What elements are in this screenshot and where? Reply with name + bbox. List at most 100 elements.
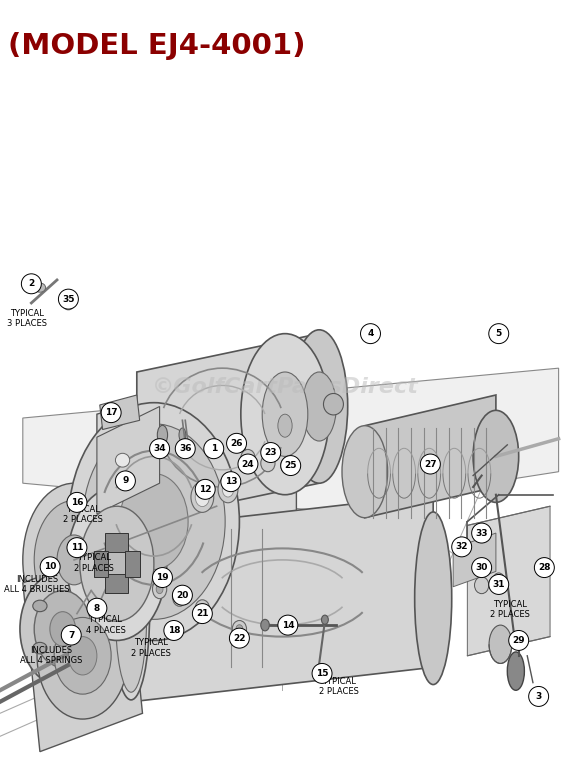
Text: 12: 12 [199,485,211,494]
Polygon shape [94,551,108,577]
Circle shape [421,454,441,474]
Ellipse shape [50,611,75,646]
Ellipse shape [176,592,183,601]
Circle shape [173,585,193,605]
Circle shape [193,604,212,624]
Ellipse shape [261,619,270,630]
Text: 13: 13 [225,477,237,486]
Text: TYPICAL
2 PLACES: TYPICAL 2 PLACES [74,553,114,573]
Ellipse shape [302,372,336,441]
Ellipse shape [112,528,149,700]
Ellipse shape [199,604,206,612]
Text: 29: 29 [512,636,525,645]
Circle shape [278,615,298,635]
Ellipse shape [262,372,308,456]
Ellipse shape [321,615,328,624]
Circle shape [221,472,241,492]
Text: 20: 20 [176,591,189,600]
Text: 34: 34 [153,444,166,453]
Ellipse shape [195,488,210,507]
Circle shape [226,433,246,453]
Circle shape [471,523,491,543]
Ellipse shape [156,584,163,594]
Text: 10: 10 [44,562,56,571]
Ellipse shape [37,592,128,719]
Text: 4: 4 [367,329,374,338]
Ellipse shape [34,500,114,620]
Circle shape [260,443,281,463]
Text: TYPICAL
4 PLACES: TYPICAL 4 PLACES [86,615,125,635]
Circle shape [280,456,301,476]
Text: TYPICAL
2 PLACES: TYPICAL 2 PLACES [131,638,171,658]
Text: 32: 32 [455,542,468,551]
Ellipse shape [23,483,125,637]
Ellipse shape [236,624,243,633]
Circle shape [164,621,184,640]
Polygon shape [365,395,496,518]
Text: ©GolfCartPartsDirect: ©GolfCartPartsDirect [152,377,418,397]
Ellipse shape [218,476,238,503]
Ellipse shape [83,423,225,620]
Text: 14: 14 [282,621,294,630]
Circle shape [115,471,136,491]
Circle shape [149,439,170,459]
Circle shape [535,558,555,578]
Circle shape [452,537,472,557]
Text: 26: 26 [230,439,243,448]
Ellipse shape [414,512,451,684]
Ellipse shape [324,393,343,415]
Text: 1: 1 [211,444,217,453]
Ellipse shape [54,617,111,694]
Ellipse shape [489,625,512,663]
Text: 23: 23 [264,448,277,457]
Circle shape [195,479,215,499]
Ellipse shape [34,283,46,292]
Ellipse shape [68,637,97,675]
Text: 19: 19 [156,573,169,582]
Circle shape [488,574,509,594]
Text: 24: 24 [242,459,254,469]
Text: 30: 30 [475,563,488,572]
Circle shape [153,568,172,588]
Text: 35: 35 [62,295,75,304]
Ellipse shape [67,487,166,640]
Ellipse shape [474,577,489,594]
Polygon shape [97,353,296,660]
Ellipse shape [342,426,388,518]
Text: 33: 33 [475,528,488,538]
Text: 7: 7 [68,630,75,640]
Circle shape [67,492,87,512]
Polygon shape [23,368,559,510]
Ellipse shape [195,600,210,617]
Text: 28: 28 [538,563,551,572]
Text: 2: 2 [28,279,34,288]
Text: TYPICAL
2 PLACES: TYPICAL 2 PLACES [63,505,103,525]
Text: 16: 16 [71,498,83,507]
Circle shape [471,558,491,578]
Text: (MODEL EJ4-4001): (MODEL EJ4-4001) [8,32,306,60]
Ellipse shape [33,601,47,612]
Ellipse shape [222,482,234,497]
Polygon shape [137,334,319,522]
Text: 5: 5 [496,329,502,338]
Ellipse shape [260,455,275,472]
Ellipse shape [80,506,154,621]
Circle shape [22,274,42,294]
Text: INCLUDES
ALL 4 SPRINGS: INCLUDES ALL 4 SPRINGS [20,646,83,666]
Circle shape [40,557,60,577]
Ellipse shape [115,535,147,693]
Circle shape [67,538,87,558]
Text: 3: 3 [536,692,542,701]
Text: TYPICAL
3 PLACES: TYPICAL 3 PLACES [7,308,47,328]
Text: 31: 31 [492,580,505,589]
Polygon shape [131,495,433,702]
Circle shape [238,454,258,474]
Ellipse shape [241,334,329,495]
Circle shape [175,439,195,459]
Text: 18: 18 [168,626,180,635]
Ellipse shape [153,580,167,599]
Ellipse shape [241,449,255,466]
Text: 22: 22 [233,634,246,643]
Ellipse shape [191,482,214,512]
Circle shape [101,403,121,423]
